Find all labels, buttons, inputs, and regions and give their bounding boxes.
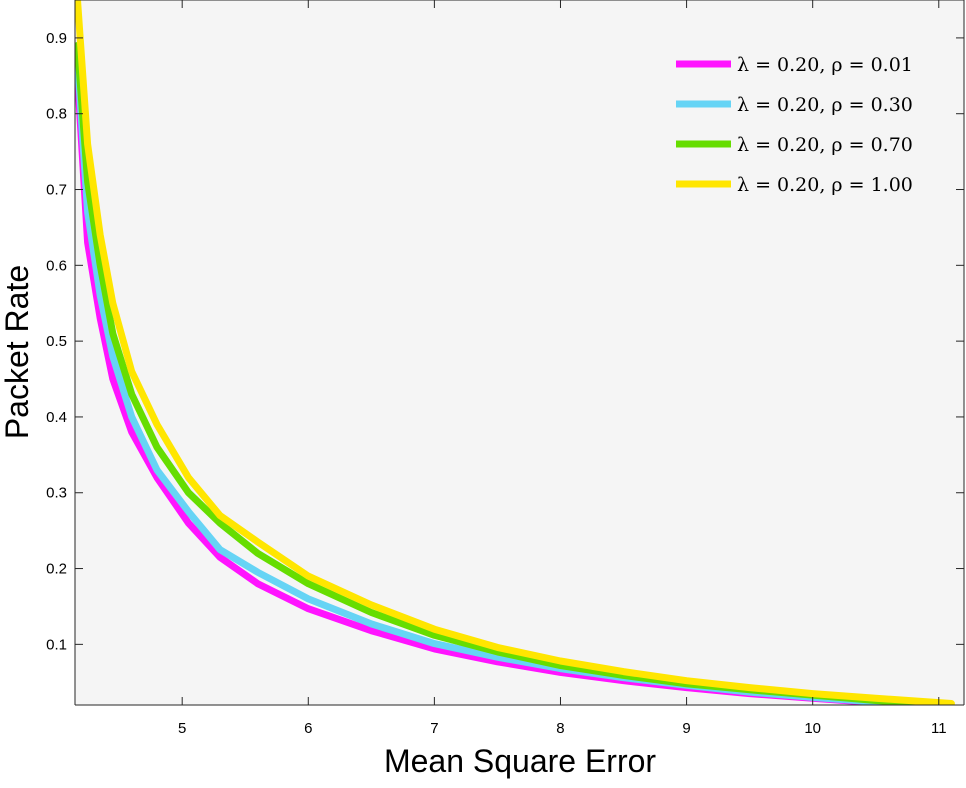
y-tick-label: 0.4 [46,409,67,426]
series-line-4 [75,0,955,705]
x-tick-label: 5 [178,720,186,737]
y-tick-label: 0.1 [46,636,67,653]
y-tick-label: 0.9 [46,30,67,47]
legend-label-1: λ = 0.20, ρ = 0.01 [737,54,913,76]
legend-label-3: λ = 0.20, ρ = 0.70 [737,134,913,156]
y-tick-label: 0.2 [46,561,67,578]
legend-label-4: λ = 0.20, ρ = 1.00 [737,174,913,196]
plot-area [75,0,964,705]
y-tick-label: 0.7 [46,182,67,199]
legend: λ = 0.20, ρ = 0.01 λ = 0.20, ρ = 0.30 λ = … [676,54,913,196]
y-tick-label: 0.5 [46,333,67,350]
x-tick-label: 11 [931,720,947,737]
x-tick-label: 9 [682,720,690,737]
y-tick-label: 0.6 [46,257,67,274]
x-tick-label: 10 [804,720,821,737]
axes-frame [74,0,965,706]
x-axis-label: Mean Square Error [384,743,656,779]
x-tick-label: 7 [430,720,438,737]
ticks-layer: 5 6 7 8 9 10 11 0.1 0.2 0.3 0.4 0.5 0.6 0.7 0.8 0.9 [46,0,964,737]
legend-label-2: λ = 0.20, ρ = 0.30 [737,94,913,116]
series-layer [75,0,955,705]
x-tick-label: 8 [556,720,564,737]
y-tick-label: 0.3 [46,485,67,502]
y-tick-label: 0.8 [46,106,67,123]
y-axis-label: Packet Rate [0,265,35,439]
x-tick-label: 6 [304,720,312,737]
